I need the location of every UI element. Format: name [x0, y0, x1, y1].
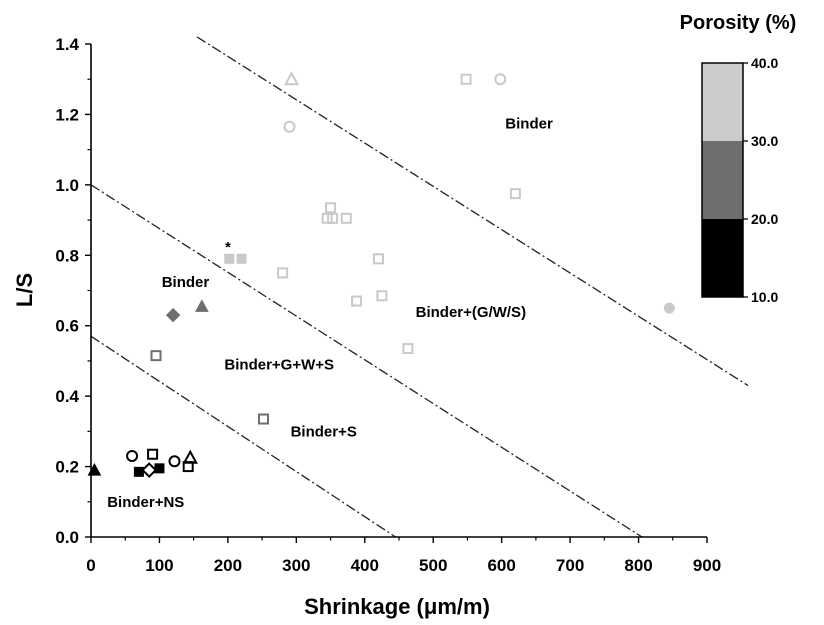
data-point-square — [325, 202, 337, 214]
data-point-circle — [494, 73, 507, 86]
colorbar-tick-label: 20.0 — [751, 211, 778, 227]
y-tick-label: 1.4 — [55, 35, 79, 54]
data-point-triangle — [87, 463, 102, 476]
x-tick-label: 400 — [351, 556, 379, 575]
data-point-square — [133, 466, 144, 477]
boundary-line — [90, 335, 396, 538]
data-point-square — [460, 73, 472, 85]
region-label: Binder — [505, 116, 553, 133]
colorbar-band — [702, 219, 743, 297]
region-label: Binder+NS — [107, 494, 184, 511]
x-tick-label: 200 — [214, 556, 242, 575]
data-point-circle — [663, 302, 675, 314]
data-point-square — [351, 295, 363, 307]
colorbar-tick-label: 10.0 — [751, 289, 778, 305]
boundary-line — [196, 36, 749, 387]
x-tick-label: 600 — [487, 556, 515, 575]
x-tick-label: 0 — [86, 556, 95, 575]
region-labels: Binder Binder Binder+(G/W/S) Binder+G+W+S Bi… — [107, 116, 553, 512]
data-points — [87, 71, 675, 479]
annotation-asterisk: * — [225, 239, 231, 256]
data-point-square — [150, 350, 162, 362]
colorbar-band — [702, 141, 743, 219]
data-point-circle — [283, 120, 296, 133]
x-tick-label: 500 — [419, 556, 447, 575]
y-tick-label: 0.6 — [55, 317, 79, 336]
region-label: Binder+S — [291, 424, 357, 441]
boundary-lines — [90, 36, 749, 538]
data-point-square — [402, 343, 414, 355]
x-axis-ticks: 0 100 200 300 400 500 600 700 800 900 — [86, 537, 721, 575]
x-axis-title: Shrinkage (μm/m) — [304, 594, 490, 619]
data-point-diamond — [141, 462, 158, 479]
data-point-triangle — [195, 299, 209, 312]
annotations: * — [225, 239, 231, 256]
boundary-line — [90, 184, 643, 538]
data-point-square — [236, 253, 247, 264]
data-point-circle — [168, 455, 181, 468]
data-point-square — [372, 253, 384, 265]
x-tick-label: 300 — [282, 556, 310, 575]
data-point-square — [224, 253, 235, 264]
data-point-diamond — [165, 307, 181, 323]
y-tick-label: 0.2 — [55, 458, 79, 477]
y-tick-label: 1.2 — [55, 105, 79, 124]
data-point-triangle — [283, 71, 300, 86]
data-point-square — [154, 463, 165, 474]
y-axis-title: L/S — [12, 273, 37, 307]
data-point-square — [277, 267, 289, 279]
y-tick-label: 1.0 — [55, 176, 79, 195]
x-tick-label: 800 — [624, 556, 652, 575]
y-tick-label: 0.4 — [55, 387, 79, 406]
porosity-colorbar: Porosity (%) 10.0 20.0 30.0 40.0 — [680, 12, 797, 305]
region-label: Binder — [162, 274, 210, 291]
colorbar-band — [702, 63, 743, 141]
colorbar-title: Porosity (%) — [680, 12, 797, 34]
region-label: Binder+G+W+S — [224, 357, 334, 374]
region-label: Binder+(G/W/S) — [416, 304, 526, 321]
data-point-square — [147, 448, 159, 460]
data-point-square — [257, 413, 269, 425]
data-point-square — [182, 461, 194, 473]
colorbar-frame — [701, 62, 744, 298]
x-tick-label: 100 — [145, 556, 173, 575]
y-axis-ticks: 0.0 0.2 0.4 0.6 0.8 1.0 1.2 1.4 — [55, 35, 91, 547]
data-point-square — [340, 212, 352, 224]
colorbar-tick-label: 30.0 — [751, 133, 778, 149]
colorbar-tick-label: 40.0 — [751, 55, 778, 71]
data-point-square — [376, 290, 388, 302]
x-tick-label: 700 — [556, 556, 584, 575]
y-tick-label: 0.0 — [55, 528, 79, 547]
y-tick-label: 0.8 — [55, 246, 79, 265]
data-point-circle — [126, 450, 139, 463]
data-point-square — [509, 188, 521, 200]
x-tick-label: 900 — [693, 556, 721, 575]
data-point-square — [327, 212, 339, 224]
